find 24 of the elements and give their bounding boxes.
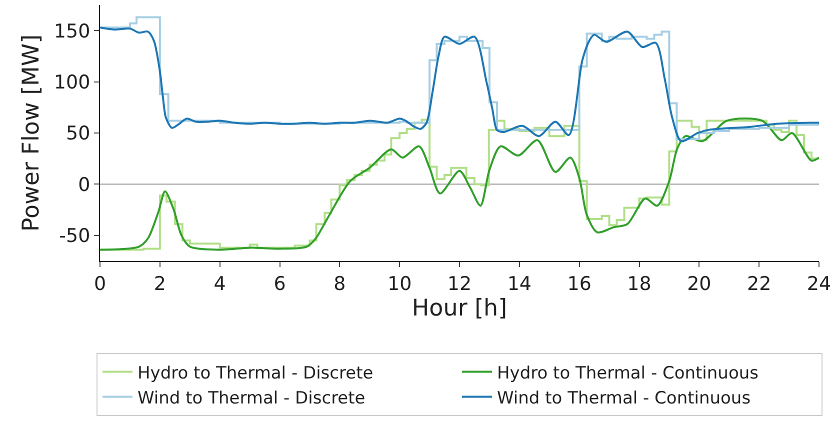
x-axis-title: Hour [h] <box>412 295 508 322</box>
x-tick-label: 16 <box>567 272 592 295</box>
x-tick-label: 4 <box>214 272 226 295</box>
legend-label: Wind to Thermal - Discrete <box>138 388 366 408</box>
x-tick-label: 2 <box>154 272 166 295</box>
x-tick-label: 10 <box>387 272 412 295</box>
x-tick-label: 0 <box>94 272 106 295</box>
y-tick-label: -50 <box>59 225 90 248</box>
x-tick-label: 8 <box>334 272 346 295</box>
y-tick-label: 150 <box>54 20 90 42</box>
x-tick-label: 18 <box>627 272 652 295</box>
x-tick-label: 14 <box>507 272 532 295</box>
x-tick-label: 6 <box>274 272 286 295</box>
legend-label: Hydro to Thermal - Continuous <box>497 363 759 384</box>
y-tick-label: 50 <box>66 122 90 145</box>
x-tick-label: 24 <box>806 272 832 295</box>
y-axis-title: Power Flow [MW] <box>18 34 44 232</box>
legend-label: Wind to Thermal - Continuous <box>497 388 751 408</box>
legend-label: Hydro to Thermal - Discrete <box>138 363 374 384</box>
x-tick-label: 12 <box>447 272 472 295</box>
y-tick-label: 0 <box>78 174 90 196</box>
x-tick-label: 20 <box>687 272 712 295</box>
y-tick-label: 100 <box>54 71 90 94</box>
x-tick-label: 22 <box>746 272 772 295</box>
